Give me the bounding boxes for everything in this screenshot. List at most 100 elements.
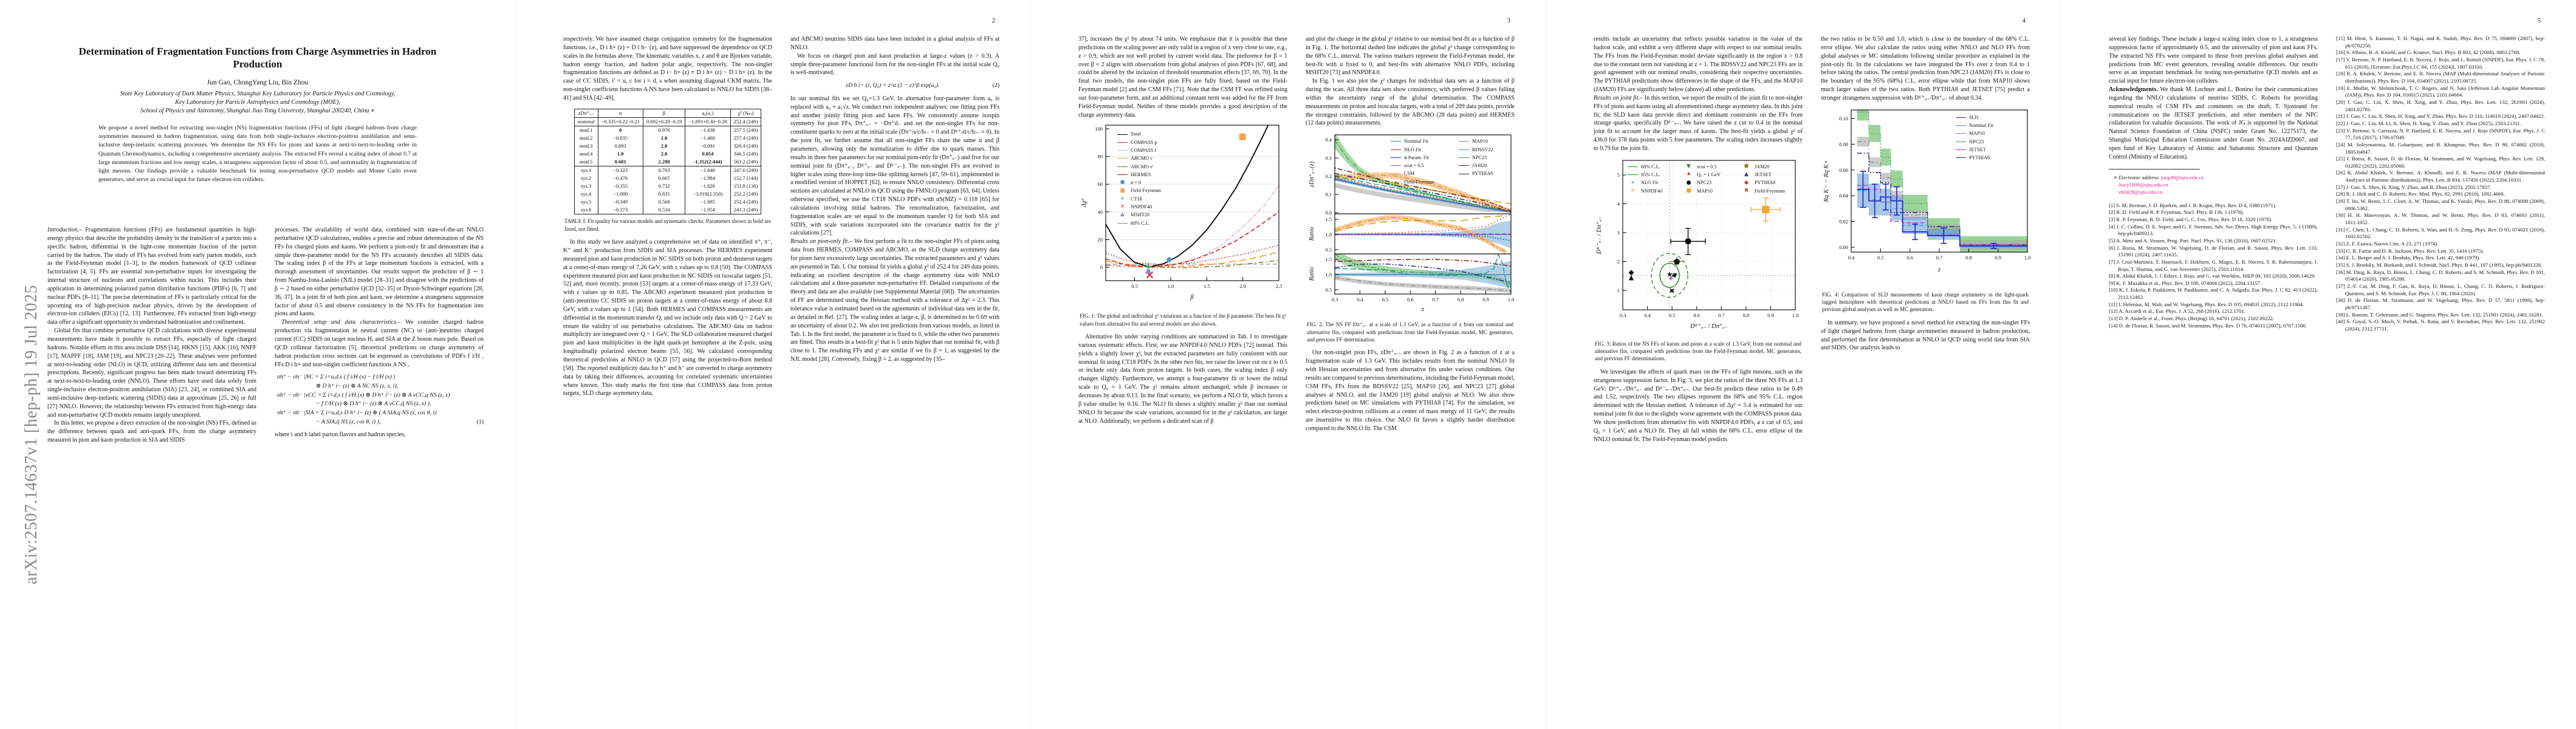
table-cell: 0.732 [642, 182, 685, 191]
legend-label: MAP10 [1969, 131, 1985, 137]
fig3-plot: ⬟ ◆ ▲ ✖ ★ × + ▼ 1 2 3 4 [1596, 160, 1798, 330]
table-cell: 252.2 (249) [730, 190, 761, 199]
reference-item: [37] Z.-F. Cui, M. Ding, F. Gao, K. Raya… [2336, 282, 2545, 296]
table-cell: sys.3 [581, 183, 592, 190]
email-link-1[interactable]: jung49@sjtu.edu.cn [2160, 174, 2204, 180]
arxiv-banner: arXiv:2507.14637v1 [hep-ph] 19 Jul 2025 [22, 284, 41, 584]
legend-item: NPC23 [1459, 154, 1493, 162]
legend-label: CSM [1404, 171, 1415, 177]
legend-line-icon [1117, 166, 1128, 167]
svg-text:20: 20 [1098, 237, 1103, 243]
reference-item: [11] I. Helenius, M. Walt, and W. Vogels… [2109, 301, 2304, 307]
legend-line-icon [1117, 174, 1128, 175]
reference-item: [22] J. Gao, C. Liu, M. Li, X. Shen, H. … [2336, 120, 2521, 126]
legend-label: BDSSV22 [1472, 146, 1493, 152]
marker-msht20 [1145, 267, 1152, 274]
legend-marker-icon: ◆ [1744, 179, 1749, 186]
reference-item: [12] A. Accardi et al., Eur. Phys. J. A … [2109, 308, 2245, 315]
marker-npc23 [1685, 238, 1691, 245]
reference-item: [32] Z. F. Ezawa, Nuovo Cim. A 23, 271 (… [2336, 241, 2439, 247]
table-cell: −0.323 [597, 166, 643, 175]
legend-item: × NNPDF40 [1117, 203, 1161, 211]
svg-text:1.0: 1.0 [1508, 296, 1515, 303]
legend-label: NLO Fit [1404, 146, 1421, 152]
email-link-3[interactable]: zb0429@sjtu.edu.cn [2119, 189, 2163, 196]
fig3-legend-col3: ⬟ JAM20 ▲ JETSET ◆ PYTHIA8 ✖ Field-Feynman [1741, 163, 1785, 195]
fig1-legend: Total COMPASS p COMPASS l ABCMO ν ABCMO ν̄ HE… [1117, 130, 1161, 227]
table-cell: 0.893 [597, 142, 643, 150]
svg-text:0.5: 0.5 [1877, 255, 1884, 261]
fig3-legend-col1: 68% C.L. 95% C.L. + NLO Fit × NNPDF40 [1628, 163, 1662, 195]
reference-list-right: [15] M. Hirai, S. Kumano, T. H. Nagai, a… [2336, 35, 2545, 333]
page1-right-column: processes. The availability of world dat… [275, 226, 484, 682]
reference-item: [33] G. R. Farrar and D. R. Jackson, Phy… [2336, 247, 2484, 254]
paragraph: processes. The availability of world dat… [275, 227, 484, 318]
legend-item: CSM [1391, 169, 1434, 177]
svg-text:0.9: 0.9 [1482, 296, 1489, 303]
svg-text:100: 100 [1095, 126, 1103, 132]
marker-q0-1gev: ★ [1667, 270, 1673, 278]
legend-item: ◆ PYTHIA8 [1741, 179, 1785, 187]
equation-number: (2) [992, 82, 999, 89]
legend-label: NNPDF40 [1641, 188, 1663, 194]
table-cell: −0.373 [597, 206, 643, 214]
reference-item: [19] E. Moffat, W. Melnitchouk, T. C. Ro… [2336, 84, 2545, 98]
table-cell: 153.8 (136) [730, 182, 761, 191]
svg-text:0.8: 0.8 [1458, 296, 1464, 303]
legend-marker-icon: ▲ [1120, 211, 1125, 218]
paragraph: In this letter, we propose a direct extr… [47, 420, 256, 444]
reference-item: [31] C. Chen, L. Chang, C. D. Roberts, S… [2336, 226, 2545, 240]
equation-line: σh⁺ − σh⁻ |SIA = Σ i=u,d,s D h⁺ i− (z) ⊗… [277, 409, 437, 417]
table-cell: sys.2 [581, 175, 592, 182]
email-link-2[interactable]: liucy1999@sjtu.edu.cn [2119, 181, 2168, 188]
reference-item: [10] K. J. Eskola, P. Paakkinen, H. Pauk… [2109, 287, 2318, 301]
reference-item: [28] R. J. Holt and C. D. Roberts, Rev. … [2336, 191, 2505, 197]
svg-text:0.04: 0.04 [1839, 193, 1849, 199]
table-cell: mod.1 [579, 126, 593, 133]
legend-item: NPC23 [1956, 138, 1993, 146]
legend-label: NPC23 [1697, 180, 1712, 186]
figure-1-caption: FIG. 1: The global and individual χ² var… [1080, 313, 1286, 327]
paragraph: where i and h label parton flavors and h… [275, 431, 406, 439]
legend-item: ▼ zcut = 0.5 [1684, 163, 1721, 171]
paragraph: 37], increases the χ² by about 74 units.… [1078, 36, 1287, 118]
legend-item: ■ MAP10 [1684, 187, 1721, 195]
svg-text:0.3: 0.3 [1620, 312, 1626, 318]
table-row: nominal −0.335+0.22−0.21 0.692+0.20−0.19 −1… [574, 117, 761, 126]
svg-text:0.02: 0.02 [1839, 218, 1848, 224]
fig2-legend-left: Nominal Fit NLO Fit 4-Param. Fit zcut = 0.5… [1391, 137, 1434, 186]
reference-item: [35] S. J. Brodsky, M. Burkardt, and I. … [2336, 262, 2542, 268]
reference-item: [20] J. Gao, C. Liu, X. Shen, H. Xing, a… [2336, 98, 2545, 112]
svg-text:0.3: 0.3 [1332, 296, 1338, 303]
legend-label: HERMES [1131, 171, 1151, 177]
legend-item: SLD [1956, 114, 1993, 122]
footnote: ∗ Electronic address: jung49@sjtu.edu.cn… [2109, 174, 2318, 196]
page5-left-column: several key findings. These include a la… [2109, 35, 2318, 697]
table-cell: 326.4 (249) [730, 142, 761, 150]
page-number: 2 [992, 17, 996, 24]
reference-item: [40] S. Goyal, S.-O. Moch, V. Pathak, N.… [2336, 318, 2545, 332]
paragraph: Global fits that combine perturbative QC… [47, 327, 256, 419]
legend-line-icon [1956, 125, 1966, 126]
footnote-marker: ∗ [2114, 174, 2117, 180]
section-lead: Results on pion-only fit.– [790, 238, 854, 245]
affiliation-line-1: State Key Laboratory of Dark Matter Phys… [120, 91, 396, 97]
svg-text:2: 2 [1617, 258, 1620, 264]
table-cell: −1.954 [685, 206, 731, 214]
fig4-xlabel: z [1937, 267, 1941, 273]
table-cell: −1.885 [685, 198, 731, 207]
marker-jetset: ▲ [1629, 273, 1634, 281]
svg-text:4: 4 [1617, 200, 1620, 207]
page-2: 2 respectively. We have assumed charge c… [515, 0, 1030, 729]
legend-item: JETSET [1956, 146, 1993, 154]
marker-nnpdf40: × [1671, 273, 1676, 279]
figure-2-caption: FIG. 2: The NS FF Dπ⁺ᵤ₋ at a scale of 1.… [1307, 321, 1513, 343]
svg-text:0.9: 0.9 [1995, 255, 2001, 261]
table-row: mod.2 −0.035 1.0 −1.460 257.4 (249) [574, 134, 761, 142]
legend-label: zcut = 0.5 [1697, 163, 1717, 169]
legend-marker-icon: ▼ [1687, 163, 1691, 169]
paragraph: Alternative fits under varying condition… [1078, 334, 1287, 425]
legend-marker-icon: ★ [1686, 171, 1691, 178]
reference-item: [14] D. de Florian, R. Sassot, and M. St… [2109, 322, 2307, 329]
table-cell: −0.035 [597, 134, 643, 142]
